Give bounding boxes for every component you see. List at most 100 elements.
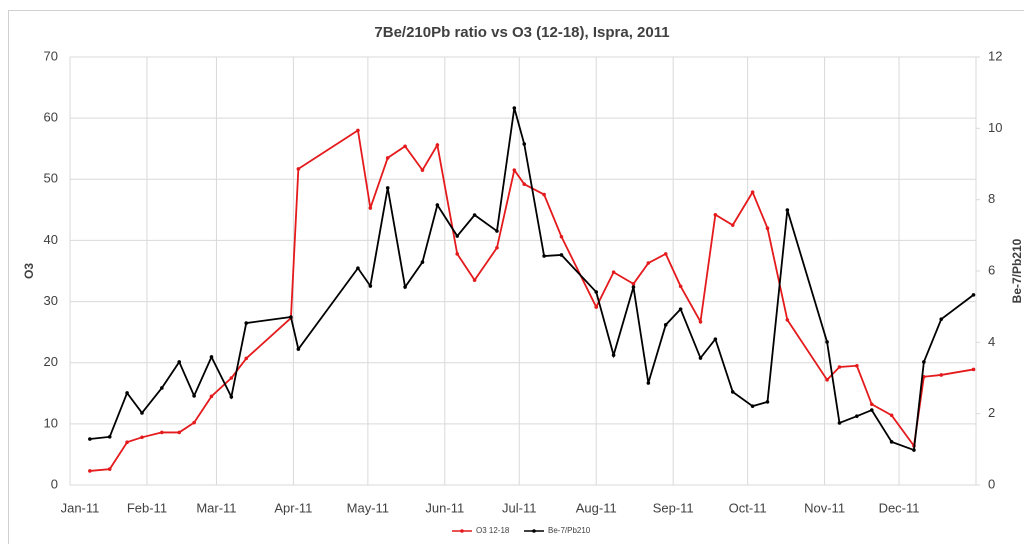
data-point	[455, 252, 460, 256]
x-tick-label: Jun-11	[425, 500, 464, 515]
data-point	[472, 278, 477, 282]
data-point	[522, 142, 527, 146]
data-point	[368, 206, 373, 210]
data-point	[646, 261, 651, 265]
data-point	[495, 229, 499, 233]
data-point	[825, 340, 829, 344]
y-tick-label: 40	[44, 232, 58, 247]
data-point	[678, 284, 683, 289]
data-point	[455, 234, 460, 238]
legend-label: O3 12-18	[476, 526, 510, 535]
y-tick-label: 70	[44, 48, 58, 63]
data-point	[192, 394, 196, 398]
y2-tick-label: 10	[988, 120, 1002, 135]
data-point	[356, 128, 360, 133]
data-point	[296, 347, 301, 351]
data-point	[663, 252, 668, 256]
data-point	[140, 411, 144, 415]
data-point	[559, 234, 564, 239]
data-point	[512, 106, 517, 110]
series-line	[89, 128, 974, 472]
data-point	[244, 321, 249, 325]
data-point	[922, 360, 926, 364]
data-point	[244, 356, 249, 361]
y2-tick-label: 12	[988, 48, 1002, 63]
data-point	[971, 367, 976, 372]
y2-tick-label: 8	[988, 191, 995, 206]
data-point	[698, 356, 703, 360]
legend-marker	[532, 529, 536, 533]
y2-tick-label: 6	[988, 262, 995, 277]
x-tick-label: Jul-11	[502, 500, 536, 515]
data-point	[177, 430, 182, 435]
data-point	[730, 223, 735, 227]
data-point	[209, 355, 214, 359]
data-point	[229, 376, 234, 380]
data-point	[825, 378, 829, 382]
plot-frame	[69, 56, 977, 486]
data-point	[855, 363, 859, 368]
data-point	[912, 448, 916, 452]
data-point	[765, 226, 770, 230]
data-point	[229, 395, 234, 399]
y-tick-label: 30	[44, 293, 58, 308]
x-tick-label: Nov-11	[804, 500, 845, 515]
y2-tick-label: 0	[988, 476, 995, 491]
data-point	[160, 430, 164, 435]
y-axis-title: O3	[22, 263, 36, 279]
data-point	[765, 400, 770, 404]
data-point	[385, 186, 390, 190]
data-point	[869, 408, 874, 412]
chart-title: 7Be/210Pb ratio vs O3 (12-18), Ispra, 20…	[374, 24, 669, 41]
y-tick-label: 20	[44, 354, 58, 369]
data-point	[750, 404, 755, 408]
chart-frame	[8, 10, 1024, 544]
data-point	[140, 435, 144, 440]
data-point	[435, 143, 440, 147]
data-point	[889, 413, 894, 418]
data-point	[160, 386, 164, 390]
data-point	[125, 440, 129, 445]
y2-tick-label: 4	[988, 334, 995, 349]
data-point	[403, 285, 407, 289]
legend-label: Be-7/Pb210	[548, 526, 591, 535]
data-point	[522, 182, 527, 186]
data-point	[403, 144, 407, 149]
data-point	[663, 323, 668, 327]
data-point	[420, 260, 425, 264]
data-point	[939, 373, 944, 377]
data-point	[971, 293, 976, 297]
x-tick-label: Dec-11	[879, 500, 920, 515]
x-tick-label: Aug-11	[576, 500, 617, 515]
data-point	[631, 285, 636, 289]
data-point	[209, 394, 214, 399]
data-point	[939, 317, 944, 321]
data-point	[435, 203, 440, 207]
data-point	[646, 381, 651, 385]
y-tick-label: 50	[44, 171, 58, 186]
data-point	[559, 253, 564, 257]
y2-axis-title: Be-7/Pb210	[1010, 238, 1024, 303]
data-point	[495, 245, 499, 250]
x-tick-label: Feb-11	[127, 500, 167, 515]
data-point	[542, 254, 546, 258]
data-point	[512, 168, 517, 172]
y2-tick-label: 2	[988, 405, 995, 420]
data-point	[368, 284, 373, 288]
data-point	[542, 192, 546, 197]
data-point	[869, 402, 874, 407]
data-point	[177, 360, 182, 364]
data-point	[698, 319, 703, 324]
series-line	[89, 107, 975, 452]
data-point	[594, 290, 599, 294]
x-tick-label: Apr-11	[274, 500, 312, 515]
data-point	[107, 467, 112, 471]
data-point	[611, 353, 616, 357]
y-tick-label: 0	[51, 476, 58, 491]
data-point	[125, 391, 129, 395]
data-point	[594, 305, 599, 309]
x-tick-label: Jan-11	[61, 500, 100, 515]
data-point	[837, 421, 842, 425]
data-point	[785, 318, 790, 322]
